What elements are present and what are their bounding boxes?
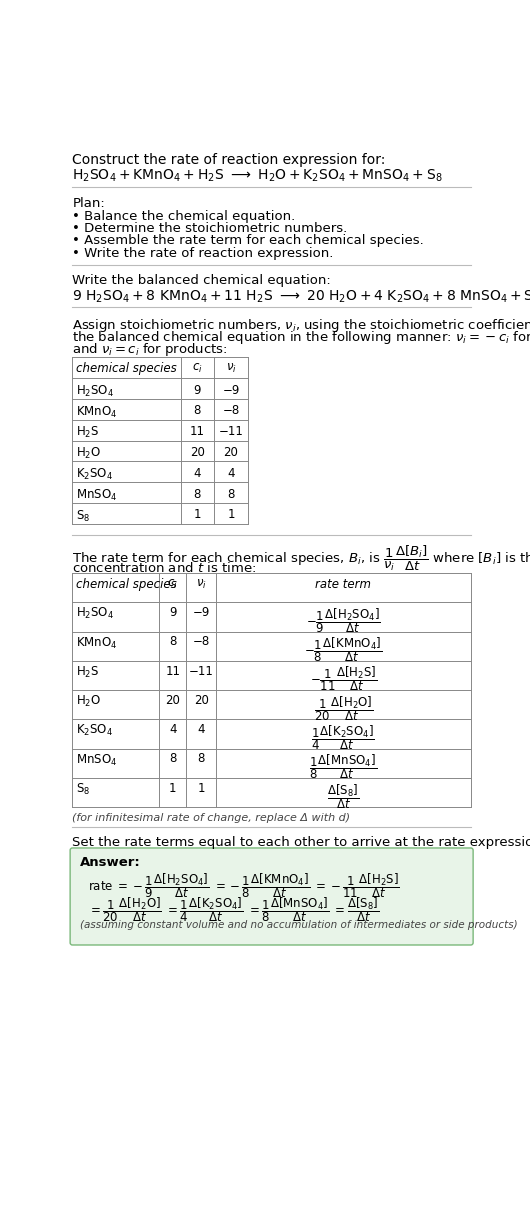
Text: 1: 1 [197,782,205,795]
Text: −11: −11 [189,664,214,678]
Text: • Write the rate of reaction expression.: • Write the rate of reaction expression. [73,246,334,260]
Text: Answer:: Answer: [80,855,141,869]
Text: 1: 1 [193,509,201,522]
Text: $\mathrm{KMnO_4}$: $\mathrm{KMnO_4}$ [76,405,118,419]
Text: 4: 4 [169,724,176,736]
Text: 9: 9 [169,606,176,620]
Text: $\dfrac{\Delta[\mathrm{S_8}]}{\Delta t}$: $\dfrac{\Delta[\mathrm{S_8}]}{\Delta t}$ [327,782,359,811]
Text: and $\nu_i = c_i$ for products:: and $\nu_i = c_i$ for products: [73,342,228,359]
Text: $\mathrm{MnSO_4}$: $\mathrm{MnSO_4}$ [76,488,118,503]
Text: $-\dfrac{1}{9}\dfrac{\Delta[\mathrm{H_2SO_4}]}{\Delta t}$: $-\dfrac{1}{9}\dfrac{\Delta[\mathrm{H_2S… [306,606,381,635]
Text: $\mathrm{KMnO_4}$: $\mathrm{KMnO_4}$ [76,635,118,651]
Text: $\mathrm{K_2SO_4}$: $\mathrm{K_2SO_4}$ [76,724,113,738]
Text: 20: 20 [224,446,238,459]
FancyBboxPatch shape [70,848,473,945]
Text: $\mathrm{S_8}$: $\mathrm{S_8}$ [76,782,91,797]
Text: chemical species: chemical species [76,577,177,591]
Text: $\mathrm{K_2SO_4}$: $\mathrm{K_2SO_4}$ [76,466,113,482]
Text: $\mathrm{S_8}$: $\mathrm{S_8}$ [76,509,91,523]
Text: $9\ \mathrm{H_2SO_4} + 8\ \mathrm{KMnO_4} + 11\ \mathrm{H_2S}\ \longrightarrow \: $9\ \mathrm{H_2SO_4} + 8\ \mathrm{KMnO_4… [73,289,530,304]
Text: Construct the rate of reaction expression for:: Construct the rate of reaction expressio… [73,152,386,167]
Text: The rate term for each chemical species, $B_i$, is $\dfrac{1}{\nu_i}\dfrac{\Delt: The rate term for each chemical species,… [73,544,530,573]
Text: 9: 9 [193,384,201,396]
Text: 8: 8 [169,753,176,766]
Text: 8: 8 [197,753,205,766]
Text: 20: 20 [190,446,205,459]
Text: $\dfrac{1}{4}\dfrac{\Delta[\mathrm{K_2SO_4}]}{\Delta t}$: $\dfrac{1}{4}\dfrac{\Delta[\mathrm{K_2SO… [311,724,375,753]
Text: $= \dfrac{1}{20}\dfrac{\Delta[\mathrm{H_2O}]}{\Delta t}$$\ = \dfrac{1}{4}\dfrac{: $= \dfrac{1}{20}\dfrac{\Delta[\mathrm{H_… [88,895,379,924]
Text: the balanced chemical equation in the following manner: $\nu_i = -c_i$ for react: the balanced chemical equation in the fo… [73,329,530,345]
Text: $c_i$: $c_i$ [192,362,202,376]
Text: $\nu_i$: $\nu_i$ [226,362,236,376]
Text: Set the rate terms equal to each other to arrive at the rate expression:: Set the rate terms equal to each other t… [73,836,530,849]
Text: 20: 20 [165,693,180,707]
Text: 8: 8 [169,635,176,649]
Text: rate term: rate term [315,577,372,591]
Text: 20: 20 [193,693,208,707]
Text: $\mathrm{H_2SO_4 + KMnO_4 + H_2S \ \longrightarrow \ H_2O + K_2SO_4 + MnSO_4 + S: $\mathrm{H_2SO_4 + KMnO_4 + H_2S \ \long… [73,168,443,185]
Text: 1: 1 [169,782,176,795]
Text: Plan:: Plan: [73,197,105,209]
Text: $c_i$: $c_i$ [167,577,178,591]
Text: concentration and $t$ is time:: concentration and $t$ is time: [73,561,257,575]
Text: Write the balanced chemical equation:: Write the balanced chemical equation: [73,274,331,288]
Text: • Assemble the rate term for each chemical species.: • Assemble the rate term for each chemic… [73,234,424,248]
Text: (for infinitesimal rate of change, replace Δ with d): (for infinitesimal rate of change, repla… [73,813,350,824]
Text: $\mathrm{H_2SO_4}$: $\mathrm{H_2SO_4}$ [76,606,114,621]
Text: $-\dfrac{1}{11}\dfrac{\Delta[\mathrm{H_2S}]}{\Delta t}$: $-\dfrac{1}{11}\dfrac{\Delta[\mathrm{H_2… [310,664,377,693]
Text: (assuming constant volume and no accumulation of intermediates or side products): (assuming constant volume and no accumul… [80,920,518,930]
Text: chemical species: chemical species [76,362,177,376]
Text: • Determine the stoichiometric numbers.: • Determine the stoichiometric numbers. [73,222,348,236]
Text: $\mathrm{H_2SO_4}$: $\mathrm{H_2SO_4}$ [76,384,114,399]
Text: 11: 11 [190,425,205,439]
Text: $\mathrm{H_2S}$: $\mathrm{H_2S}$ [76,425,100,441]
Text: 8: 8 [227,488,235,500]
Text: • Balance the chemical equation.: • Balance the chemical equation. [73,210,296,222]
Text: −8: −8 [192,635,210,649]
Text: $-\dfrac{1}{8}\dfrac{\Delta[\mathrm{KMnO_4}]}{\Delta t}$: $-\dfrac{1}{8}\dfrac{\Delta[\mathrm{KMnO… [304,635,383,664]
Text: $\mathrm{MnSO_4}$: $\mathrm{MnSO_4}$ [76,753,118,767]
Text: −11: −11 [218,425,243,439]
Text: $\mathrm{H_2S}$: $\mathrm{H_2S}$ [76,664,100,680]
Text: 11: 11 [165,664,180,678]
Text: 8: 8 [193,488,201,500]
Text: $\nu_i$: $\nu_i$ [196,577,207,591]
Text: 4: 4 [197,724,205,736]
Text: Assign stoichiometric numbers, $\nu_i$, using the stoichiometric coefficients, $: Assign stoichiometric numbers, $\nu_i$, … [73,316,530,333]
Text: −9: −9 [192,606,210,620]
Text: 1: 1 [227,509,235,522]
Text: −9: −9 [222,384,240,396]
Text: 4: 4 [193,466,201,480]
Text: $\mathrm{H_2O}$: $\mathrm{H_2O}$ [76,693,101,709]
Text: $\mathrm{H_2O}$: $\mathrm{H_2O}$ [76,446,101,461]
Text: rate $= -\dfrac{1}{9}\dfrac{\Delta[\mathrm{H_2SO_4}]}{\Delta t}$$\ = -\dfrac{1}{: rate $= -\dfrac{1}{9}\dfrac{\Delta[\math… [88,871,400,900]
Text: 4: 4 [227,466,235,480]
Text: −8: −8 [222,405,240,418]
Text: 8: 8 [193,405,201,418]
Text: $\dfrac{1}{20}\dfrac{\Delta[\mathrm{H_2O}]}{\Delta t}$: $\dfrac{1}{20}\dfrac{\Delta[\mathrm{H_2O… [314,693,373,722]
Text: $\dfrac{1}{8}\dfrac{\Delta[\mathrm{MnSO_4}]}{\Delta t}$: $\dfrac{1}{8}\dfrac{\Delta[\mathrm{MnSO_… [309,753,377,782]
